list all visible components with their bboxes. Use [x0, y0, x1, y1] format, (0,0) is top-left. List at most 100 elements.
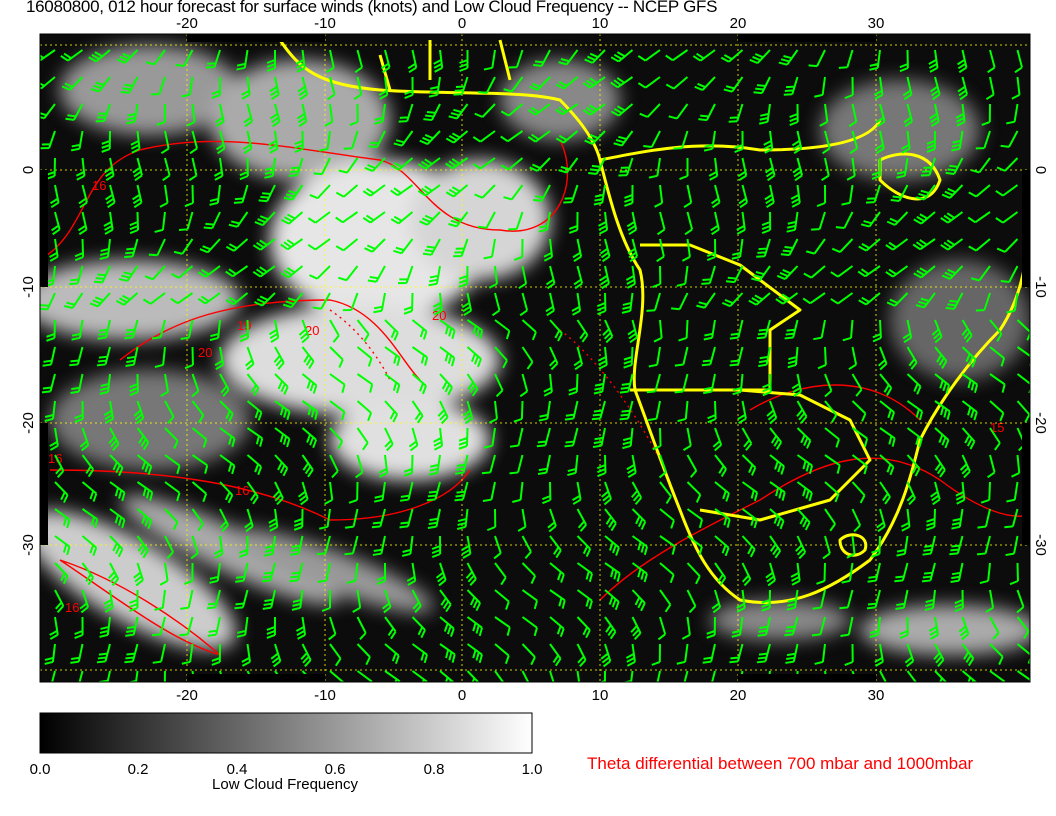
wind-barb	[211, 76, 221, 99]
wind-barb	[466, 589, 481, 612]
wind-barb	[362, 211, 386, 224]
wind-barb	[538, 211, 551, 233]
wind-barb	[243, 103, 253, 128]
wind-barb	[494, 562, 507, 586]
wind-barb	[564, 400, 579, 421]
wind-barb	[593, 373, 606, 395]
wind-barb	[876, 103, 886, 128]
wind-barb	[300, 643, 312, 668]
wind-barb	[280, 238, 304, 251]
wind-barb	[454, 454, 469, 475]
wind-barb	[796, 427, 812, 449]
wind-barb	[483, 49, 496, 71]
wind-barb	[934, 400, 951, 420]
wind-barb	[741, 427, 753, 451]
wind-barb	[824, 454, 841, 474]
wind-barb	[301, 427, 318, 449]
wind-barb	[571, 670, 582, 682]
wind-barb	[326, 49, 335, 74]
wind-barb	[610, 49, 634, 63]
wind-barb	[674, 346, 689, 367]
wind-barb	[164, 508, 179, 531]
wind-barb	[824, 400, 838, 423]
wind-barb	[181, 76, 194, 98]
wind-barb	[264, 157, 276, 179]
wind-barb	[848, 103, 858, 128]
wind-barb	[191, 481, 208, 503]
wind-barb	[811, 616, 826, 637]
wind-barb	[215, 103, 225, 128]
wind-barb	[439, 616, 455, 637]
wind-barb	[656, 238, 665, 263]
wind-barb	[654, 184, 664, 208]
wind-barb	[513, 238, 524, 261]
colorbar-tick: 1.0	[522, 761, 543, 778]
wind-barb	[769, 481, 786, 501]
lat-ticks-left: 0 -10 -20 -30	[20, 166, 37, 556]
wind-barb	[786, 589, 799, 611]
wind-barb	[129, 589, 139, 612]
wind-barb	[519, 292, 529, 317]
wind-barb	[384, 373, 401, 394]
wind-barb	[521, 562, 537, 585]
wind-barb	[219, 454, 236, 475]
wind-barb	[521, 319, 537, 341]
wind-barb	[180, 319, 194, 341]
wind-barb	[761, 211, 772, 235]
wind-barb	[769, 454, 785, 475]
wind-barb	[630, 616, 642, 641]
wind-barb	[707, 400, 717, 424]
wind-barb	[343, 130, 359, 150]
wind-barb	[568, 373, 579, 396]
wind-barb	[659, 481, 672, 505]
wind-barb	[871, 157, 881, 180]
wind-barb	[435, 562, 447, 587]
wind-barb	[398, 103, 414, 123]
wind-barb	[796, 400, 808, 424]
wind-barb	[154, 346, 166, 369]
wind-barb	[812, 589, 826, 610]
wind-barb	[403, 292, 414, 315]
wind-barb	[776, 265, 799, 281]
wind-barb	[353, 76, 363, 101]
wind-barb	[956, 49, 968, 74]
wind-barb	[533, 184, 551, 202]
wind-barb	[297, 481, 309, 506]
wind-barb	[671, 292, 689, 311]
wind-barb	[902, 319, 913, 344]
lat-tick: 0	[20, 166, 37, 174]
wind-barb	[494, 670, 507, 682]
wind-barb	[741, 481, 759, 502]
wind-barb	[116, 292, 139, 306]
wind-barb	[301, 346, 315, 369]
wind-barb	[289, 562, 304, 583]
wind-barb	[245, 346, 255, 371]
wind-barb	[756, 238, 771, 258]
wind-barb	[254, 211, 276, 227]
wind-barb	[527, 103, 551, 116]
wind-barb	[921, 562, 936, 583]
wind-barb	[378, 76, 389, 100]
wind-barb	[54, 508, 71, 529]
wind-barb	[103, 400, 114, 424]
wind-barb	[335, 238, 359, 252]
wind-barb	[1006, 103, 1019, 125]
wind-barb	[411, 400, 424, 424]
wind-barb	[549, 616, 565, 638]
wind-barb	[151, 319, 166, 340]
wind-barb	[627, 238, 639, 263]
wind-barb	[96, 346, 111, 367]
wind-barb	[124, 319, 139, 340]
wind-barb	[987, 454, 996, 479]
wind-barb	[384, 319, 399, 341]
wind-barb	[233, 184, 249, 204]
wind-barb	[521, 643, 536, 666]
wind-barb	[298, 319, 310, 344]
wind-barb	[269, 103, 281, 128]
wind-barb	[393, 238, 414, 255]
wind-barb	[769, 508, 785, 530]
colorbar-title: Low Cloud Frequency	[212, 776, 358, 793]
wind-barb	[961, 319, 973, 343]
wind-barb	[951, 130, 964, 152]
wind-barb	[124, 643, 139, 664]
